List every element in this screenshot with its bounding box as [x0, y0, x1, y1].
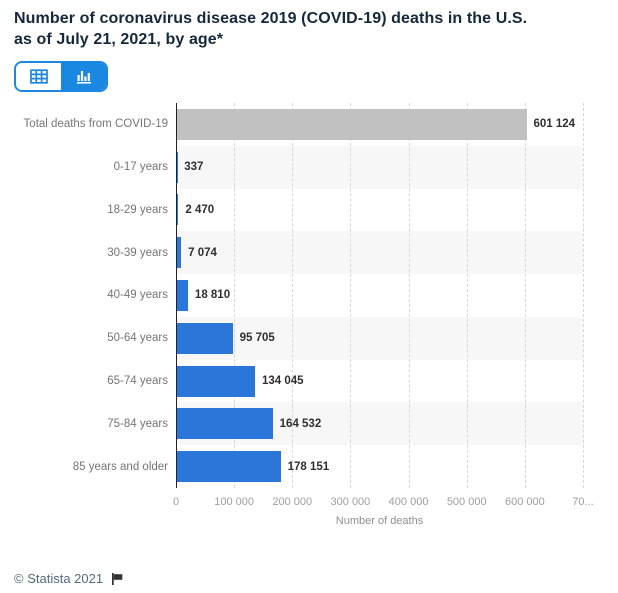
bar[interactable] [177, 194, 179, 226]
x-axis-title: Number of deaths [335, 515, 424, 527]
x-tick-label: 70... [572, 496, 594, 508]
value-label: 337 [184, 161, 204, 174]
plot-area: 601 124 337 2 470 7 074 18 810 95 705 134 045 1… [176, 103, 584, 488]
bar-chart: 601 124 337 2 470 7 074 18 810 95 705 134 045 1… [0, 103, 618, 543]
gridline [408, 103, 410, 488]
value-label: 134 045 [261, 375, 304, 388]
x-tick-label: 600 000 [504, 496, 545, 508]
chart-view-button[interactable] [61, 63, 106, 90]
category-label: 85 years and older [72, 460, 168, 473]
gridline [524, 103, 526, 488]
copyright: © Statista 2021 [14, 571, 124, 586]
page-title-line-2: as of July 21, 2021, by age* [14, 31, 224, 48]
category-label: 18-29 years [107, 203, 168, 216]
value-label: 601 124 [533, 118, 576, 131]
gridline [466, 103, 468, 488]
x-tick-label: 400 000 [388, 496, 429, 508]
bar[interactable] [177, 280, 188, 311]
copyright-text: © Statista 2021 [14, 571, 104, 586]
y-axis-line [176, 103, 177, 488]
category-label: Total deaths from COVID-19 [23, 118, 168, 131]
category-label: 65-74 years [107, 375, 168, 388]
value-label: 7 074 [188, 246, 217, 259]
gridline [350, 103, 352, 488]
gridline [234, 103, 236, 488]
category-label: 40-49 years [107, 289, 168, 302]
row-stripe [176, 316, 583, 360]
row-stripe [176, 145, 583, 189]
x-tick-label: 100 000 [214, 496, 255, 508]
value-label: 2 470 [185, 203, 215, 216]
category-label: 75-84 years [107, 417, 168, 430]
flag-icon [110, 572, 124, 586]
x-tick-label: 500 000 [446, 496, 487, 508]
x-tick-label: 300 000 [330, 496, 371, 508]
page-title-line-1: Number of coronavirus disease 2019 (COVI… [14, 10, 528, 27]
value-label: 164 532 [279, 417, 322, 430]
x-tick-label: 200 000 [272, 496, 313, 508]
row-stripe [176, 231, 583, 275]
gridline [583, 103, 584, 488]
page-title: Number of coronavirus disease 2019 (COVI… [14, 8, 610, 50]
bar[interactable] [177, 408, 273, 440]
bar[interactable] [177, 365, 255, 397]
bar[interactable] [177, 322, 233, 354]
gridline [292, 103, 294, 488]
view-toggle [14, 61, 108, 92]
value-label: 18 810 [194, 289, 231, 302]
table-grid-icon [29, 69, 48, 84]
category-label: 0-17 years [113, 161, 168, 174]
value-label: 95 705 [239, 332, 275, 345]
bar[interactable] [177, 108, 527, 140]
value-label: 178 151 [287, 460, 330, 473]
bar-chart-icon [75, 69, 93, 84]
category-label: 50-64 years [107, 332, 168, 345]
table-view-button[interactable] [16, 63, 61, 90]
category-label: 30-39 years [107, 246, 168, 259]
bar[interactable] [177, 451, 281, 483]
x-tick-label: 0 [172, 496, 180, 508]
bar[interactable] [177, 237, 182, 269]
